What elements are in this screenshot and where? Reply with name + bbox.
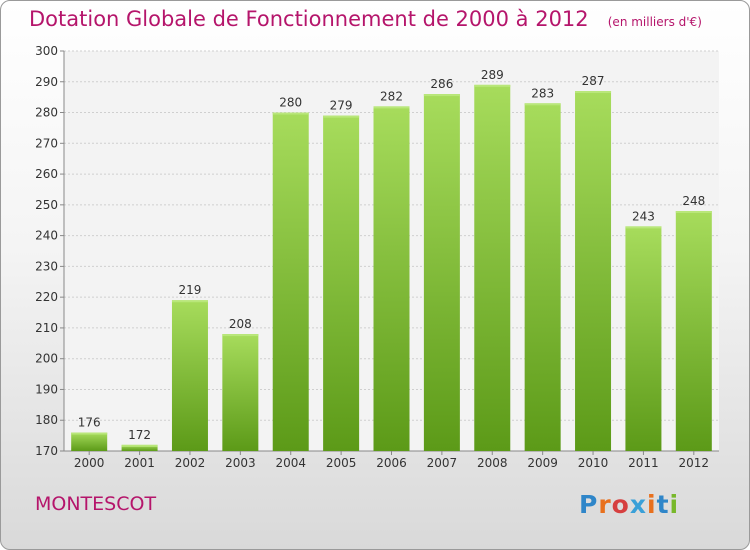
y-tick-label: 220	[35, 290, 58, 304]
data-label: 279	[330, 99, 353, 113]
bar	[423, 94, 460, 452]
data-label: 248	[682, 194, 705, 208]
bar-highlight	[625, 226, 662, 229]
bar-highlight	[272, 112, 309, 115]
x-tick-label: 2003	[225, 456, 256, 470]
y-tick-label: 250	[35, 198, 58, 212]
y-tick-label: 170	[35, 444, 58, 458]
x-tick-label: 2006	[376, 456, 407, 470]
data-label: 243	[632, 209, 655, 223]
y-tick-label: 280	[35, 106, 58, 120]
bar	[675, 211, 712, 451]
bar-highlight	[575, 91, 612, 93]
chart-unit: (en milliers d'€)	[607, 15, 702, 29]
bar	[373, 106, 410, 451]
bar-highlight	[323, 115, 360, 118]
bar	[222, 334, 259, 451]
y-tick-label: 270	[35, 136, 58, 150]
data-label: 208	[229, 317, 252, 331]
bar	[121, 444, 158, 451]
bar-highlight	[524, 103, 561, 106]
y-tick-label: 200	[35, 352, 58, 366]
data-label: 172	[128, 428, 151, 442]
data-label: 286	[430, 77, 453, 91]
chart-title: Dotation Globale de Fonctionnement de 20…	[29, 7, 589, 31]
bar-highlight	[71, 432, 108, 435]
bar-highlight	[474, 84, 511, 87]
data-label: 287	[582, 74, 605, 88]
bar	[474, 84, 511, 451]
data-label: 280	[279, 96, 302, 110]
x-tick-label: 2010	[578, 456, 609, 470]
commune-name: MONTESCOT	[35, 493, 157, 515]
data-label: 289	[481, 68, 504, 82]
x-tick-label: 2012	[679, 456, 710, 470]
bar	[71, 432, 108, 451]
x-tick-label: 2008	[477, 456, 508, 470]
bars	[71, 84, 712, 452]
y-tick-label: 290	[35, 75, 58, 89]
bar	[625, 226, 662, 451]
bar	[575, 91, 612, 451]
x-tick-label: 2001	[124, 456, 155, 470]
logo-letter: x	[629, 490, 647, 519]
x-tick-label: 2011	[628, 456, 659, 470]
x-tick-label: 2007	[427, 456, 458, 470]
logo-letter: P	[579, 490, 599, 519]
bar	[272, 112, 309, 452]
logo-letter: i	[669, 490, 680, 519]
data-label: 283	[531, 86, 554, 100]
y-tick-label: 180	[35, 413, 58, 427]
y-tick-label: 260	[35, 167, 58, 181]
bar-highlight	[121, 444, 158, 447]
bar	[171, 300, 208, 451]
logo-letter: t	[656, 490, 670, 519]
bar	[323, 115, 360, 451]
data-label: 219	[179, 283, 202, 297]
logo-letter: o	[611, 490, 630, 519]
y-tick-label: 300	[35, 44, 58, 58]
proxiti-logo: Proxiti	[579, 490, 679, 519]
bar-highlight	[171, 300, 208, 303]
x-tick-label: 2000	[74, 456, 105, 470]
labels: 170 180 190 200 210 220 230 240 250 260 270 280 290 3…	[35, 44, 709, 470]
logo-letter: i	[647, 490, 657, 519]
y-tick-label: 210	[35, 321, 58, 335]
chart-header: Dotation Globale de Fonctionnement de 20…	[29, 7, 702, 31]
bar-highlight	[373, 106, 410, 109]
y-tick-label: 190	[35, 382, 58, 396]
x-tick-label: 2004	[275, 456, 306, 470]
logo-letter: r	[598, 490, 612, 519]
bar-highlight	[222, 334, 259, 337]
bar	[524, 103, 561, 452]
data-label: 176	[78, 416, 101, 430]
x-tick-label: 2002	[175, 456, 206, 470]
bar-highlight	[675, 211, 712, 213]
x-tick-label: 2005	[326, 456, 357, 470]
bar-highlight	[423, 94, 460, 97]
y-tick-label: 240	[35, 229, 58, 243]
data-label: 282	[380, 89, 403, 103]
x-tick-label: 2009	[527, 456, 558, 470]
y-tick-label: 230	[35, 259, 58, 273]
